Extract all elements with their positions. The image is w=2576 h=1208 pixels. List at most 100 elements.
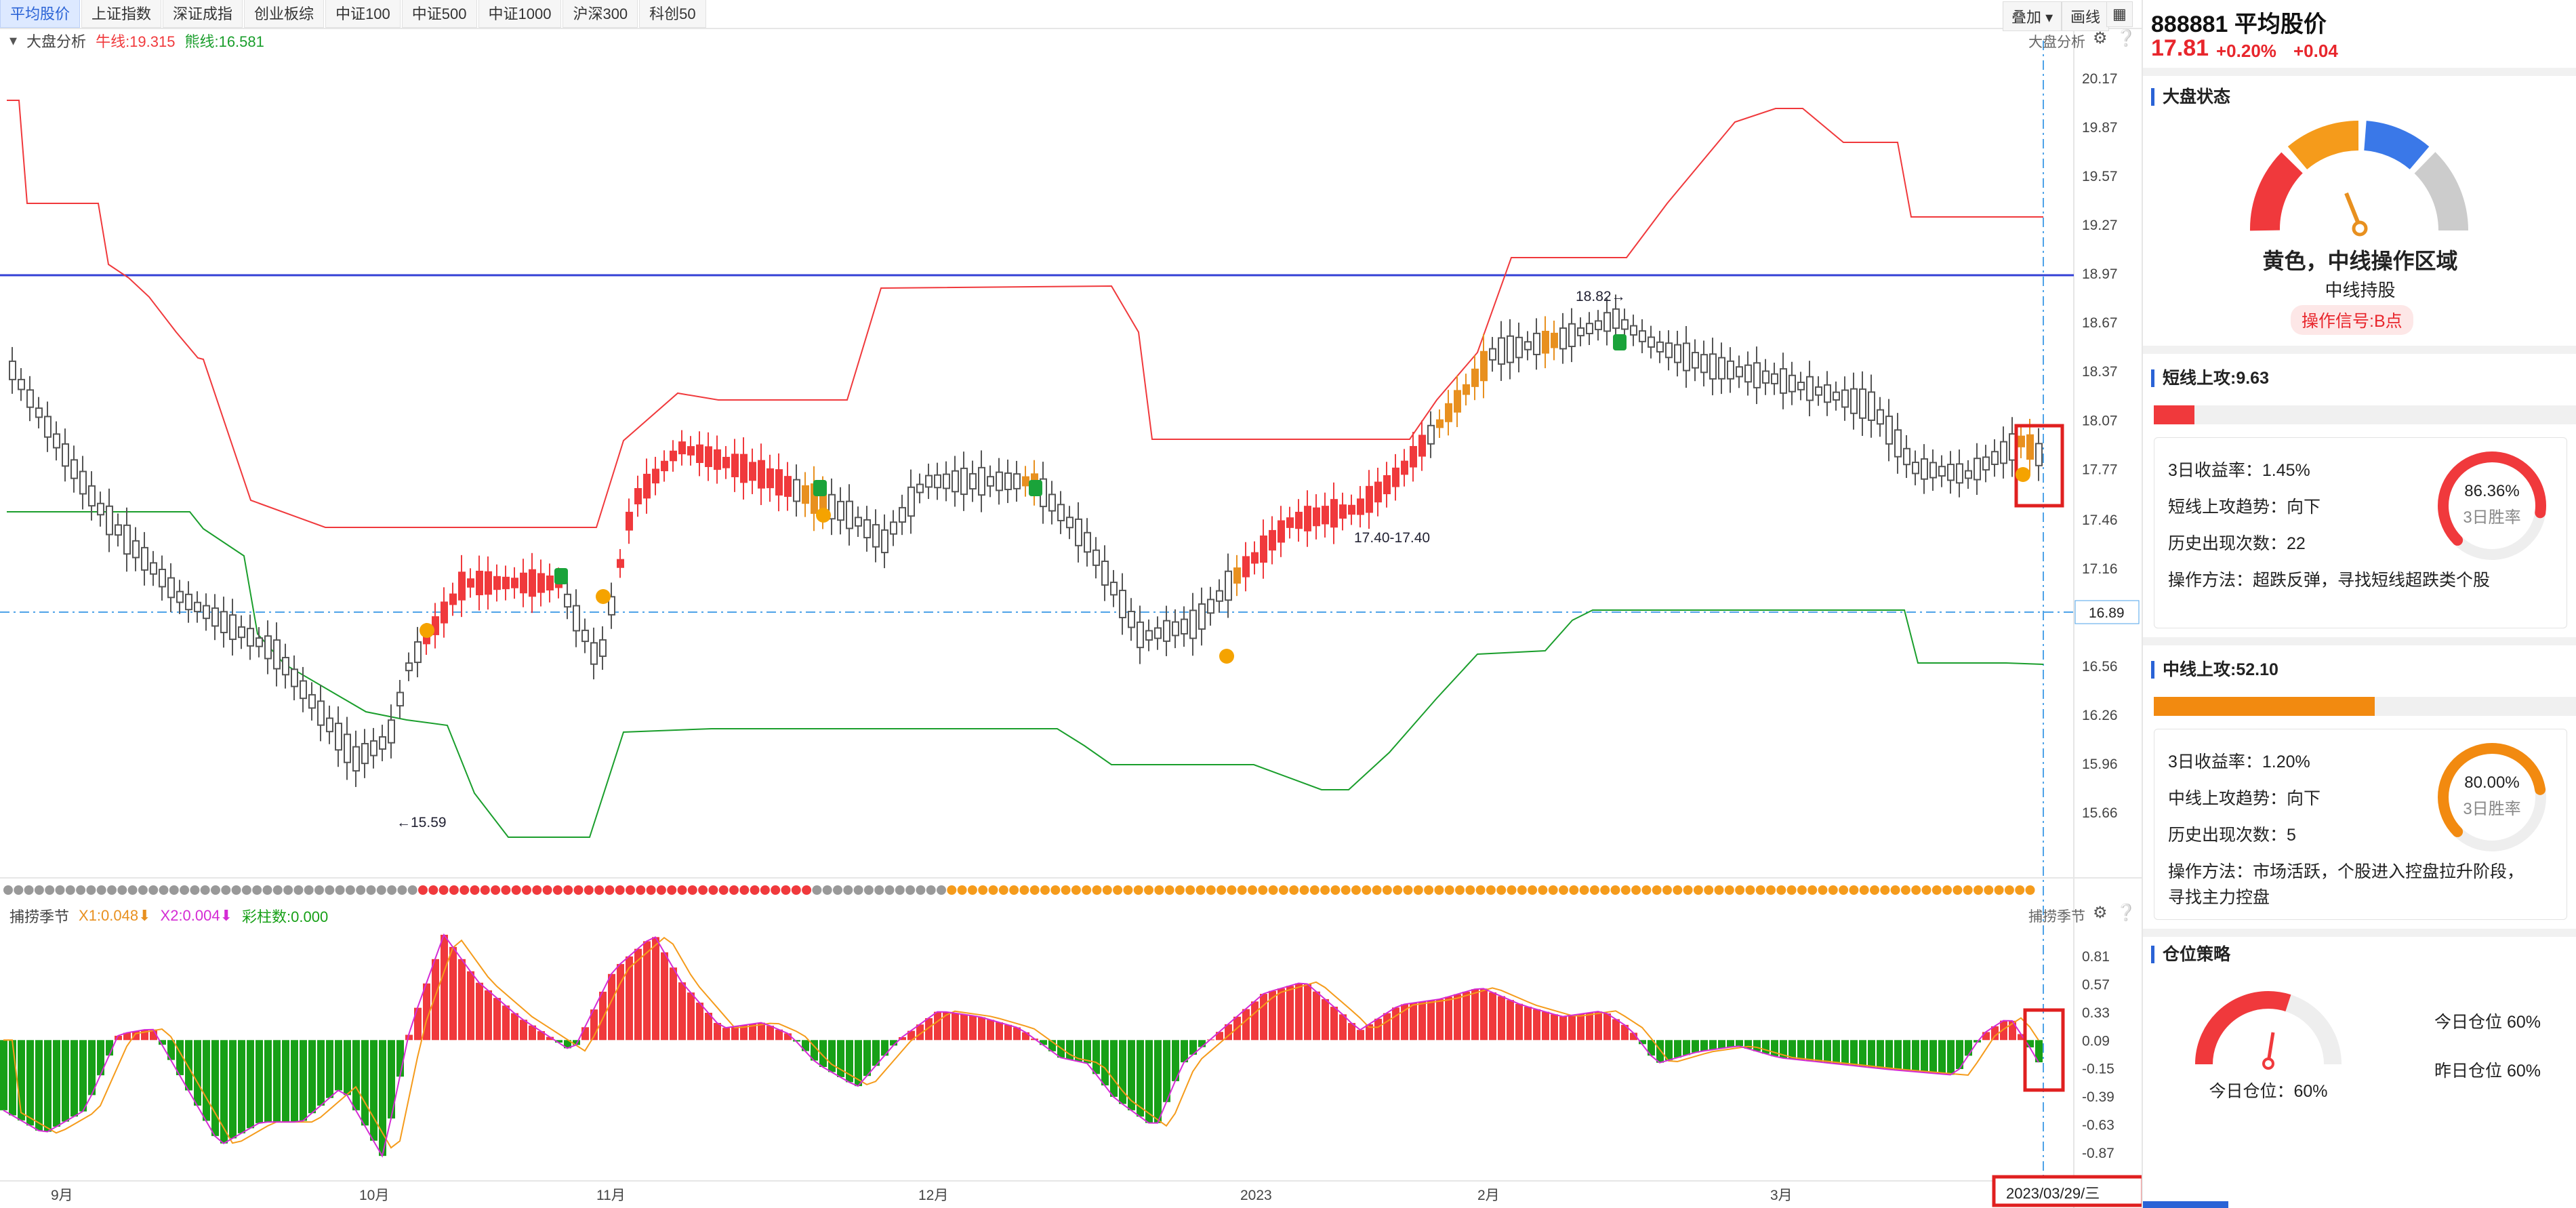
histogram-bar (485, 990, 492, 1041)
grid-icon[interactable]: ▦ (2106, 1, 2133, 27)
candle-body (379, 736, 386, 750)
candle-body (670, 450, 677, 462)
tab-1[interactable]: 上证指数 (81, 0, 162, 28)
status-dot (1029, 885, 1040, 895)
histogram-bar (529, 1025, 536, 1041)
histogram-bar (1330, 1007, 1338, 1041)
status-dot (1631, 885, 1641, 895)
histogram-bar (546, 1036, 554, 1041)
candle-body (1269, 529, 1276, 551)
bear-line (7, 511, 2044, 838)
histogram-bar (2035, 1040, 2043, 1063)
histogram-bar (1762, 1040, 1770, 1054)
candle-body (194, 601, 201, 613)
status-dot (335, 885, 345, 895)
candle-body (537, 573, 545, 593)
histogram-bar (520, 1020, 527, 1041)
status-dot (791, 885, 801, 895)
status-dot (65, 885, 75, 895)
histogram-bar (1850, 1040, 1858, 1066)
status-dot (760, 885, 770, 895)
status-dot (1424, 885, 1434, 895)
tab-3[interactable]: 创业板综 (244, 0, 325, 28)
status-dot (1102, 885, 1112, 895)
histogram-bar (0, 1040, 7, 1110)
stock-pct-change: +0.20% (2216, 41, 2276, 61)
status-dot (646, 885, 656, 895)
status-dot (221, 885, 231, 895)
status-dot (584, 885, 594, 895)
histogram-bar (1322, 999, 1329, 1041)
histogram-bar (1885, 1040, 1893, 1070)
mid-method: 操作方法：市场活跃，个股进入控盘拉升阶段， (2168, 862, 2524, 881)
status-dot (895, 885, 905, 895)
status-dot (55, 885, 65, 895)
histogram-bar (872, 1040, 880, 1066)
main-indicator-name[interactable]: 大盘分析 (26, 33, 87, 50)
short-win-rate-gauge (2438, 451, 2546, 560)
candle-body (388, 719, 395, 744)
collapse-icon[interactable]: ▾ (9, 32, 18, 49)
status-dot (3, 885, 13, 895)
status-dot (1174, 885, 1185, 895)
histogram-bar (361, 1040, 369, 1126)
histogram-bar (775, 1029, 783, 1041)
status-dot (491, 885, 501, 895)
settings-icon[interactable]: ⚙ (2093, 29, 2108, 47)
tab-6[interactable]: 中证1000 (478, 0, 562, 28)
help-icon[interactable]: ❔ (2116, 29, 2136, 47)
status-dot (542, 885, 552, 895)
status-dot (1828, 885, 1838, 895)
mid-method-cont: 寻找主力控盘 (2168, 888, 2270, 907)
mid-3day-return: 3日收益率：1.20% (2168, 752, 2310, 771)
candle-body (467, 578, 474, 588)
status-dot (1382, 885, 1392, 895)
histogram-bar (907, 1030, 915, 1041)
draw-line-button[interactable]: 画线 (2062, 1, 2110, 31)
status-dot (1714, 885, 1724, 895)
main-chart[interactable]: 20.17 19.87 19.57 19.27 18.97 18.67 18.37 18.07… (0, 0, 2142, 1208)
histogram-bar (943, 1011, 950, 1041)
tab-2[interactable]: 深证成指 (163, 0, 243, 28)
candle-body (1330, 499, 1338, 528)
status-dot (501, 885, 511, 895)
candle-body (766, 468, 774, 489)
candle-body (661, 460, 668, 472)
status-dot (387, 885, 397, 895)
candle-body (106, 505, 113, 536)
status-dot (407, 885, 417, 895)
status-dot (180, 885, 190, 895)
candle-body (2035, 443, 2043, 466)
tab-8[interactable]: 科创50 (639, 0, 706, 28)
tab-7[interactable]: 沪深300 (563, 0, 638, 28)
candle-body (1639, 330, 1646, 342)
status-dot (1475, 885, 1486, 895)
status-dot (1299, 885, 1309, 895)
candle-body (634, 488, 642, 504)
tab-0[interactable]: 平均股价 (0, 0, 81, 28)
overlay-dropdown[interactable]: 叠加 ▾ (2003, 1, 2062, 31)
sub-indicator-name[interactable]: 捕捞季节 (9, 908, 70, 925)
status-dot (1237, 885, 1247, 895)
short-method: 操作方法：超跌反弹，寻找短线超跌类个股 (2168, 571, 2491, 590)
histogram-bar (1304, 984, 1311, 1041)
status-dot (573, 885, 584, 895)
short-attack-card: 3日收益率：1.45% 短线上攻趋势：向下 历史出现次数：22 操作方法：超跌反… (2154, 437, 2567, 628)
status-dot (190, 885, 200, 895)
time-axis-label: 9月 (51, 1188, 73, 1203)
tab-5[interactable]: 中证500 (401, 0, 477, 28)
candle-body (916, 483, 924, 494)
histogram-bar (1471, 989, 1479, 1041)
settings-icon[interactable]: ⚙ (2093, 904, 2108, 922)
tab-4[interactable]: 中证100 (325, 0, 401, 28)
status-dot (1890, 885, 1900, 895)
candle-body (441, 601, 448, 624)
candle-body (520, 572, 527, 594)
help-icon[interactable]: ❔ (2116, 904, 2136, 922)
status-dot (138, 885, 148, 895)
histogram-bar (255, 1040, 263, 1123)
price-tick-label: 19.57 (2082, 169, 2118, 184)
histogram-bar (581, 1027, 589, 1041)
candle-body (26, 389, 34, 408)
status-dot (2025, 885, 2035, 895)
